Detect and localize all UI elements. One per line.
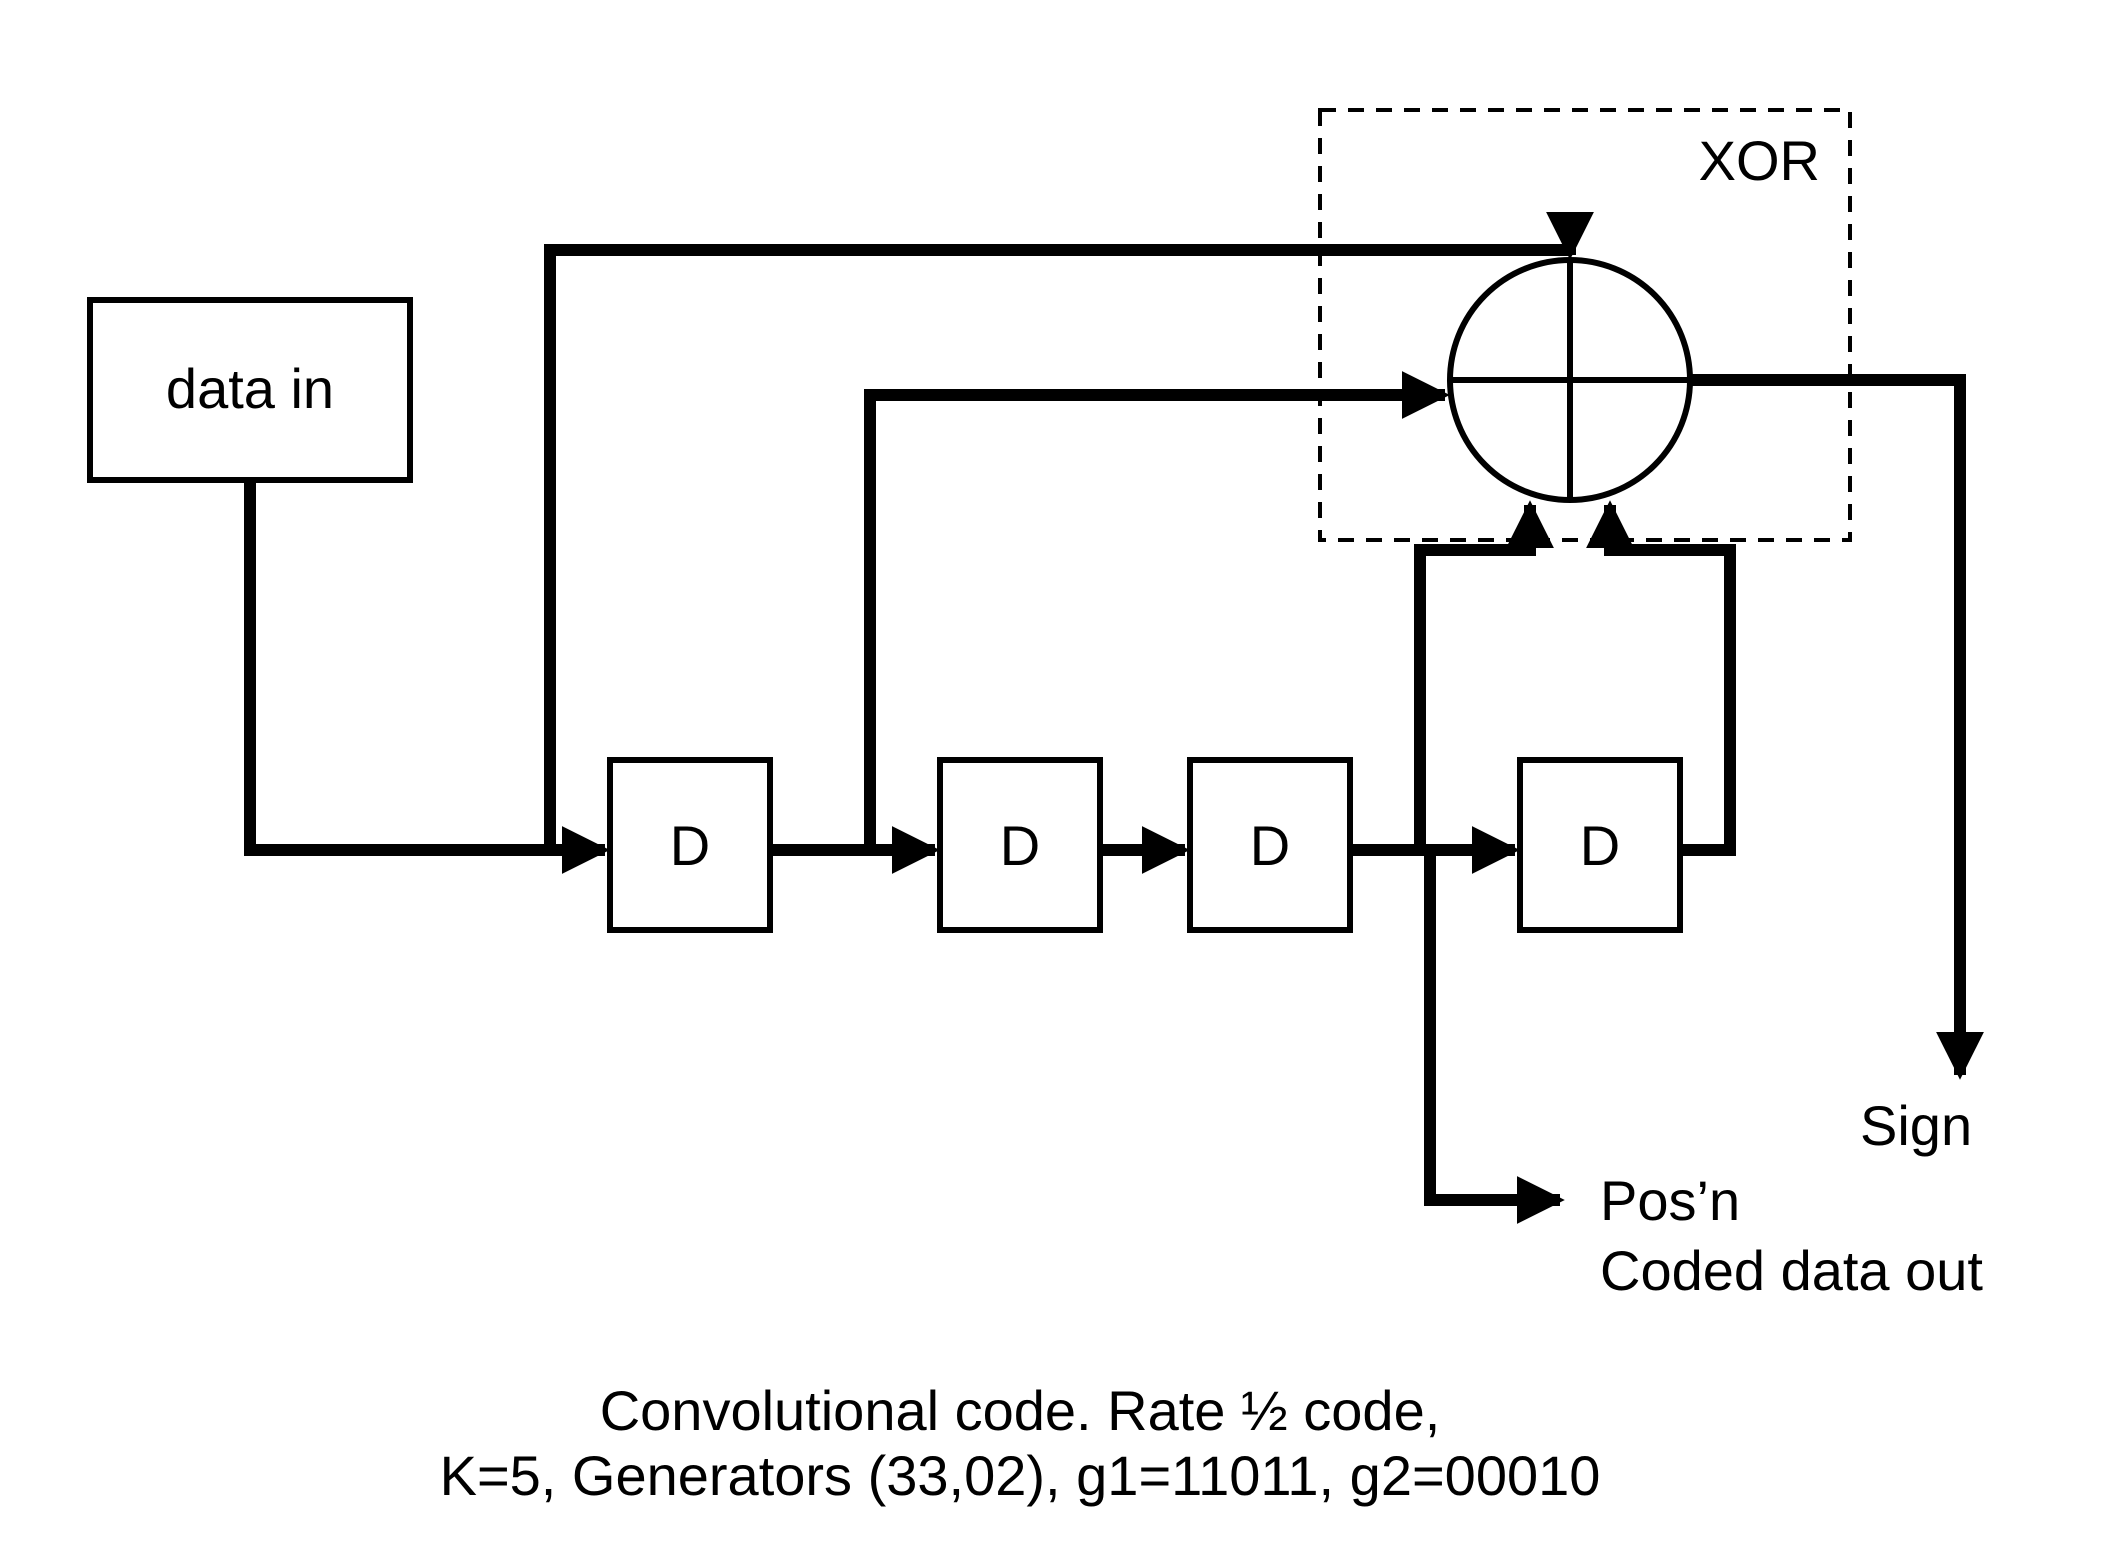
register-d-2-label: D xyxy=(1000,814,1040,877)
caption-line-1: Convolutional code. Rate ½ code, xyxy=(600,1379,1441,1442)
xor-label: XOR xyxy=(1699,129,1820,192)
data-in-label: data in xyxy=(166,357,334,420)
caption-line-2: K=5, Generators (33,02), g1=11011, g2=00… xyxy=(440,1444,1601,1507)
wire-d4out-to-xor-bottom xyxy=(1610,505,1730,850)
wire-posn-out xyxy=(1430,850,1560,1200)
sign-label: Sign xyxy=(1860,1094,1972,1157)
coded-out-label: Coded data out xyxy=(1600,1239,1983,1302)
posn-label: Pos’n xyxy=(1600,1169,1740,1232)
wire-tap-d1out-to-xor-left xyxy=(870,395,1445,850)
register-d-1-label: D xyxy=(670,814,710,877)
register-d-3-label: D xyxy=(1250,814,1290,877)
wire-tap-d3out-to-xor-bottom xyxy=(1420,505,1530,850)
register-d-4-label: D xyxy=(1580,814,1620,877)
